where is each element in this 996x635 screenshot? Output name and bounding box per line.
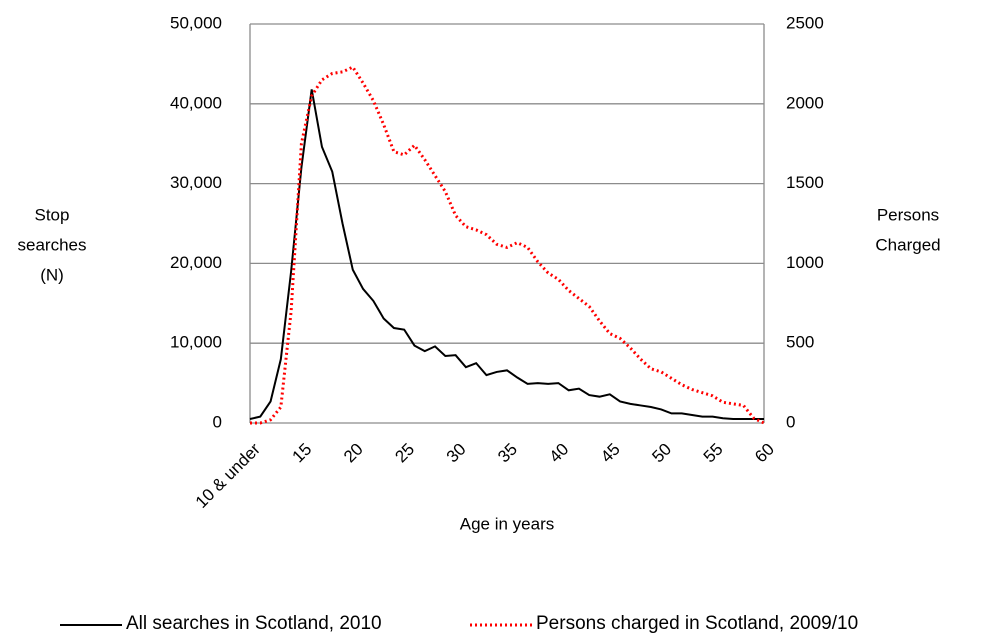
x-tick-label: 10 & under — [192, 439, 264, 511]
y2-tick-label: 500 — [786, 333, 814, 352]
y-axis-label: Stop — [35, 205, 70, 224]
series-line — [249, 89, 764, 421]
x-tick-label: 30 — [443, 440, 470, 467]
x-tick-label: 35 — [494, 440, 521, 467]
x-tick-label: 20 — [340, 440, 367, 467]
y-tick-label: 40,000 — [170, 93, 222, 112]
x-axis-label: Age in years — [460, 514, 555, 533]
x-tick-label: 55 — [700, 440, 727, 467]
y-axis-label: (N) — [40, 265, 64, 284]
y2-axis-label: Persons — [877, 205, 939, 224]
legend-label: Persons charged in Scotland, 2009/10 — [536, 613, 858, 634]
legend-label: All searches in Scotland, 2010 — [126, 613, 382, 634]
y2-tick-label: 1500 — [786, 173, 824, 192]
x-tick-label: 15 — [289, 440, 316, 467]
y2-tick-label: 1000 — [786, 253, 824, 272]
y-axis-label: searches — [18, 235, 87, 254]
x-tick-label: 50 — [648, 440, 675, 467]
x-tick-label: 40 — [546, 440, 573, 467]
y-tick-label: 30,000 — [170, 173, 222, 192]
y-tick-label: 50,000 — [170, 13, 222, 32]
y2-tick-label: 0 — [786, 412, 795, 431]
x-tick-label: 25 — [391, 440, 418, 467]
y2-tick-label: 2000 — [786, 93, 824, 112]
x-tick-label: 45 — [597, 440, 624, 467]
series-line — [250, 65, 765, 425]
y-tick-label: 10,000 — [170, 333, 222, 352]
y2-tick-label: 2500 — [786, 13, 824, 32]
y-tick-label: 20,000 — [170, 253, 222, 272]
y-tick-label: 0 — [213, 412, 222, 431]
x-tick-label: 60 — [751, 440, 778, 467]
y2-axis-label: Charged — [875, 235, 940, 254]
